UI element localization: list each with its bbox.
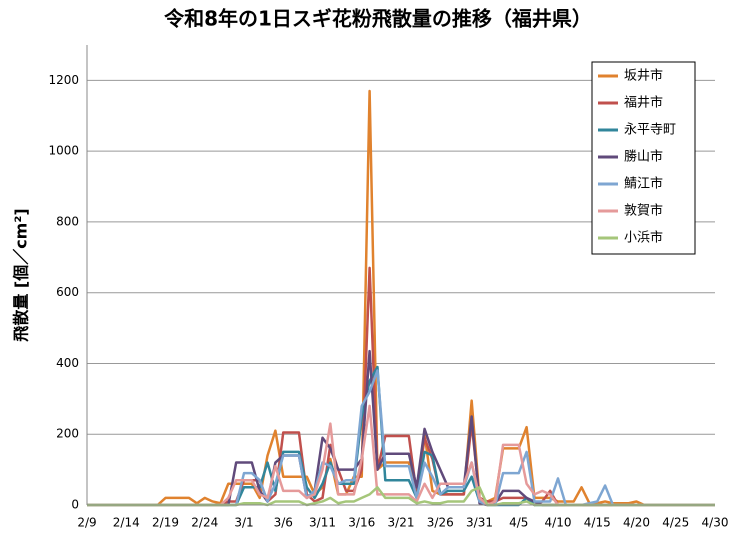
series-line bbox=[87, 404, 715, 507]
series-line bbox=[87, 266, 715, 507]
x-tick-label: 2/9 bbox=[77, 516, 96, 530]
legend-label: 勝山市 bbox=[624, 149, 663, 165]
y-tick-label: 800 bbox=[56, 214, 79, 228]
legend-label: 敦賀市 bbox=[624, 203, 663, 219]
x-tick-label: 3/31 bbox=[466, 516, 493, 530]
series-line bbox=[87, 89, 715, 507]
x-tick-label: 4/20 bbox=[623, 516, 650, 530]
grid bbox=[87, 79, 715, 506]
x-tick-label: 4/10 bbox=[545, 516, 572, 530]
y-tick-label: 0 bbox=[71, 498, 79, 512]
series-line bbox=[87, 349, 715, 507]
legend-label: 鯖江市 bbox=[624, 176, 663, 192]
x-tick-label: 4/30 bbox=[702, 516, 729, 530]
x-tick-label: 2/19 bbox=[152, 516, 179, 530]
y-tick-label: 200 bbox=[56, 427, 79, 441]
x-tick-label: 3/26 bbox=[427, 516, 454, 530]
x-tick-label: 3/16 bbox=[348, 516, 375, 530]
x-tick-label: 3/1 bbox=[234, 516, 253, 530]
x-tick-label: 3/11 bbox=[309, 516, 336, 530]
x-tick-label: 3/21 bbox=[388, 516, 415, 530]
legend-label: 福井市 bbox=[624, 95, 663, 111]
x-tick-label: 4/5 bbox=[509, 516, 528, 530]
x-tick-label: 2/24 bbox=[191, 516, 218, 530]
x-tick-label: 3/6 bbox=[274, 516, 293, 530]
y-tick-label: 400 bbox=[56, 356, 79, 370]
y-tick-label: 600 bbox=[56, 285, 79, 299]
y-axis-label: 飛散量 [個／cm²] bbox=[12, 208, 31, 342]
x-tick-label: 4/15 bbox=[584, 516, 611, 530]
y-tick-label: 1000 bbox=[48, 144, 79, 158]
chart-title: 令和8年の1日スギ花粉飛散量の推移（福井県） bbox=[164, 7, 592, 31]
y-tick-label: 1200 bbox=[48, 73, 79, 87]
x-tick-label: 2/14 bbox=[113, 516, 140, 530]
legend-label: 坂井市 bbox=[624, 68, 663, 84]
x-tick-label: 4/25 bbox=[662, 516, 689, 530]
series-line bbox=[87, 369, 715, 507]
legend-label: 永平寺町 bbox=[624, 123, 676, 138]
legend-label: 小浜市 bbox=[624, 230, 663, 246]
